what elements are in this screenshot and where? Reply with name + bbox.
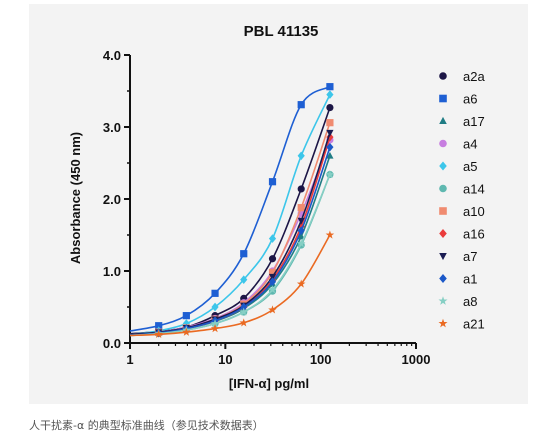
data-point (297, 204, 305, 212)
data-point (326, 83, 334, 91)
legend-marker (439, 252, 447, 261)
legend-marker (438, 296, 448, 305)
legend-marker (439, 207, 447, 215)
data-point (326, 142, 334, 152)
data-point (268, 273, 277, 281)
legend-item-a7: a7 (439, 249, 477, 264)
data-point (268, 285, 277, 294)
legend-marker (438, 318, 448, 328)
legend-marker (439, 273, 447, 284)
data-point (296, 279, 306, 288)
legend-label: a4 (463, 137, 477, 152)
data-point (297, 151, 305, 161)
x-tick-label: 1000 (402, 352, 431, 367)
legend-label: a7 (463, 249, 477, 264)
data-point (240, 275, 248, 284)
data-point (326, 103, 334, 112)
legend-item-a6: a6 (439, 92, 477, 107)
data-point (182, 327, 191, 336)
data-point (325, 170, 335, 179)
y-tick-label: 0.0 (103, 336, 121, 351)
chart-title: PBL 41135 (244, 23, 319, 40)
data-point (211, 302, 219, 312)
data-point (240, 302, 248, 312)
legend-marker (439, 228, 447, 239)
data-point (211, 289, 219, 297)
legend-item-a1: a1 (439, 272, 477, 287)
x-tick-label: 1 (126, 352, 133, 367)
data-point (182, 312, 190, 320)
legend-label: a10 (463, 204, 485, 219)
legend-item-a21: a21 (438, 317, 485, 332)
data-point (326, 151, 334, 159)
y-axis-label: Absorbance (450 nm) (68, 132, 83, 264)
y-tick-label: 1.0 (103, 264, 121, 279)
data-point (297, 232, 305, 240)
legend: a2a a6 a17 a4 a5 a14 a10 a16 a7 a1 a8 a21 (438, 69, 485, 332)
data-point (326, 132, 334, 142)
data-point (155, 322, 163, 330)
legend-marker (439, 161, 447, 171)
data-point (268, 277, 277, 287)
plot-area: 0.0 1.0 2.0 3.0 4.0 1 10 100 1000 (103, 48, 431, 367)
data-point (210, 319, 220, 328)
data-point (240, 250, 248, 258)
y-tick-label: 4.0 (103, 48, 121, 63)
data-point (268, 234, 277, 243)
data-point (268, 178, 277, 186)
legend-label: a17 (463, 114, 485, 129)
legend-item-a4: a4 (439, 137, 477, 152)
legend-item-a10: a10 (439, 204, 485, 219)
data-point (239, 318, 249, 327)
legend-label: a5 (463, 159, 477, 174)
legend-label: a8 (463, 294, 477, 309)
legend-label: a1 (463, 272, 477, 287)
data-point (154, 329, 163, 338)
data-point (210, 324, 220, 333)
legend-item-a5: a5 (439, 159, 477, 174)
x-tick-label: 100 (310, 352, 332, 367)
legend-item-a16: a16 (439, 227, 485, 242)
data-point (297, 217, 305, 225)
series-line (129, 85, 331, 332)
chart-svg: PBL 41135 0.0 1.0 2.0 3.0 4.0 1 10 100 1000 [IFN… (68, 23, 485, 391)
data-point (296, 239, 306, 248)
legend-marker (439, 72, 447, 80)
data-point (297, 226, 305, 235)
legend-label: a2a (463, 69, 485, 84)
data-point (326, 119, 334, 127)
legend-label: a21 (463, 317, 485, 332)
series-a6 (129, 83, 334, 332)
data-point (297, 101, 305, 109)
chart-panel: PBL 41135 0.0 1.0 2.0 3.0 4.0 1 10 100 1000 [IFN… (29, 4, 528, 404)
data-point (325, 230, 335, 239)
x-tick-label: 10 (218, 352, 232, 367)
legend-item-a8: a8 (438, 294, 477, 309)
legend-item-a17: a17 (439, 114, 485, 129)
data-point (268, 268, 277, 277)
legend-marker (439, 184, 447, 193)
series-a21 (129, 230, 335, 338)
series-line (129, 146, 331, 336)
data-point (268, 255, 277, 263)
y-tick-label: 3.0 (103, 120, 121, 135)
figure-caption: 人干扰素-α 的典型标准曲线（参见技术数据表） (29, 419, 264, 432)
data-point (268, 305, 277, 314)
legend-marker (439, 116, 447, 125)
legend-marker (439, 94, 447, 103)
legend-item-a2a: a2a (439, 69, 485, 84)
legend-label: a16 (463, 227, 485, 242)
data-point (326, 90, 334, 99)
y-tick-label: 2.0 (103, 192, 121, 207)
legend-label: a14 (463, 182, 485, 197)
data-point (326, 129, 334, 137)
data-point (297, 185, 305, 193)
data-point (239, 307, 249, 316)
legend-item-a14: a14 (439, 182, 485, 197)
legend-marker (439, 139, 447, 148)
legend-label: a6 (463, 92, 477, 107)
x-axis-label: [IFN-α] pg/ml (229, 376, 309, 391)
